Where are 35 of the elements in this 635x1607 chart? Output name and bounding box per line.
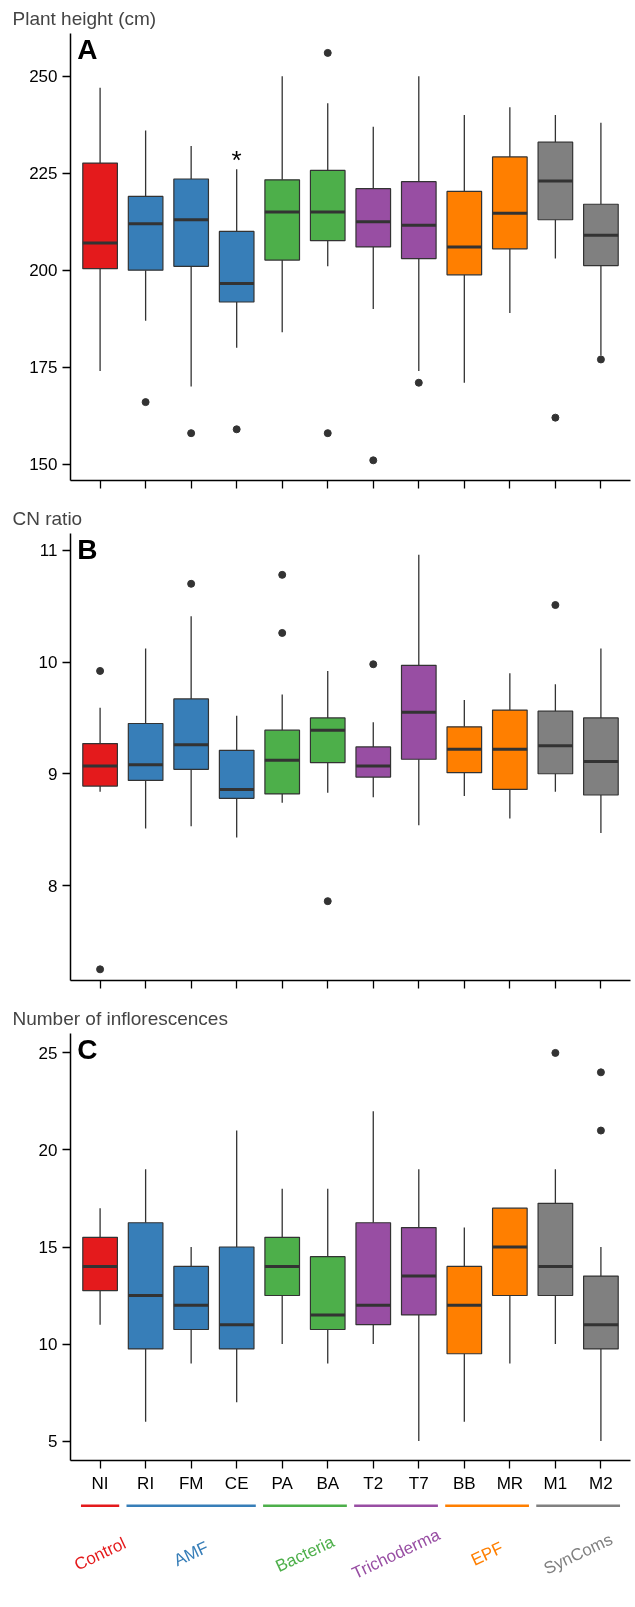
annotation: B xyxy=(77,533,98,565)
x-tick-label: CE xyxy=(224,1473,249,1493)
y-tick-label: 10 xyxy=(38,653,58,673)
x-tick-label: M2 xyxy=(589,1473,613,1493)
annotation: A xyxy=(77,33,98,65)
y-tick-label: 9 xyxy=(48,764,58,784)
x-tick-label: BB xyxy=(452,1473,476,1493)
y-tick-label: 200 xyxy=(29,261,58,281)
x-tick-label: T2 xyxy=(363,1473,384,1493)
x-tick-label: M1 xyxy=(543,1473,568,1493)
y-tick-label: 25 xyxy=(38,1043,58,1063)
y-tick-label: 8 xyxy=(48,876,58,896)
y-tick-label: 10 xyxy=(38,1335,58,1355)
y-tick-label: 15 xyxy=(38,1238,58,1257)
chart-title: Number of inflorescences xyxy=(12,1007,228,1029)
x-tick-label: PA xyxy=(271,1473,294,1493)
x-tick-label: NI xyxy=(91,1473,109,1493)
x-tick-label: MR xyxy=(496,1473,524,1493)
annotation: * xyxy=(231,145,242,176)
annotation: C xyxy=(77,1033,98,1065)
text: EPF xyxy=(468,1538,507,1570)
y-tick-label: 11 xyxy=(39,541,58,561)
y-tick-label: 225 xyxy=(29,164,58,184)
y-tick-label: 20 xyxy=(38,1140,58,1160)
x-tick-label: RI xyxy=(137,1473,155,1493)
chart-title: Plant height (cm) xyxy=(12,7,157,29)
chart-title: CN ratio xyxy=(12,507,83,529)
x-tick-label: BA xyxy=(316,1473,340,1493)
x-tick-label: T7 xyxy=(408,1473,429,1493)
text: AMF xyxy=(170,1537,212,1571)
y-tick-label: 175 xyxy=(29,358,58,378)
y-tick-label: 250 xyxy=(29,67,58,87)
y-tick-label: 5 xyxy=(48,1432,58,1452)
x-tick-label: FM xyxy=(178,1473,204,1493)
y-tick-label: 150 xyxy=(29,455,58,475)
